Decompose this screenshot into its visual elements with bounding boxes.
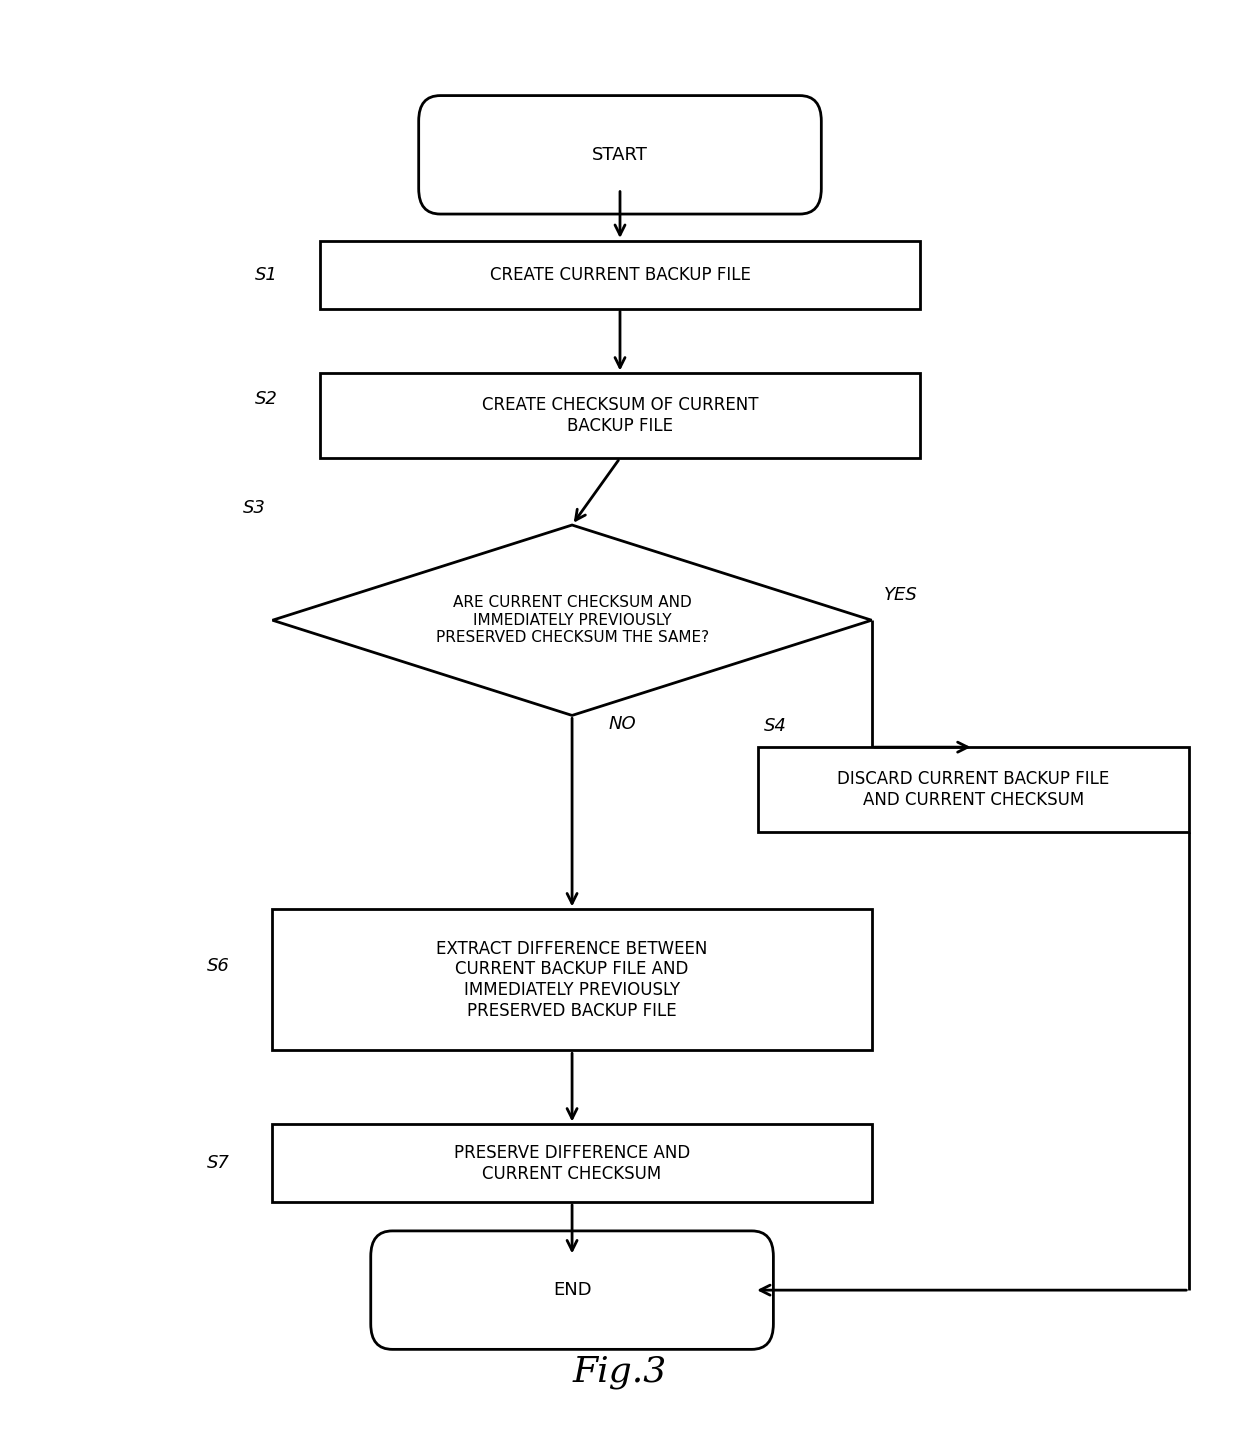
Bar	[320, 241, 920, 308]
Text: ARE CURRENT CHECKSUM AND
IMMEDIATELY PREVIOUSLY
PRESERVED CHECKSUM THE SAME?: ARE CURRENT CHECKSUM AND IMMEDIATELY PRE…	[435, 595, 708, 645]
Text: S6: S6	[207, 957, 229, 974]
Text: NO: NO	[608, 714, 636, 733]
Text: PRESERVE DIFFERENCE AND
CURRENT CHECKSUM: PRESERVE DIFFERENCE AND CURRENT CHECKSUM	[454, 1144, 691, 1182]
Bar	[758, 748, 1189, 832]
FancyBboxPatch shape	[419, 96, 821, 213]
Polygon shape	[273, 526, 872, 716]
Text: Fig.3: Fig.3	[573, 1355, 667, 1390]
Text: YES: YES	[884, 585, 918, 604]
Bar	[273, 909, 872, 1050]
Bar	[320, 373, 920, 457]
Bar	[273, 1124, 872, 1202]
Text: S3: S3	[243, 499, 265, 517]
Text: DISCARD CURRENT BACKUP FILE
AND CURRENT CHECKSUM: DISCARD CURRENT BACKUP FILE AND CURRENT …	[837, 770, 1110, 809]
Text: CREATE CURRENT BACKUP FILE: CREATE CURRENT BACKUP FILE	[490, 266, 750, 283]
Text: CREATE CHECKSUM OF CURRENT
BACKUP FILE: CREATE CHECKSUM OF CURRENT BACKUP FILE	[482, 396, 758, 436]
Text: S7: S7	[207, 1154, 229, 1172]
Text: S4: S4	[764, 717, 786, 735]
Text: S2: S2	[255, 389, 278, 408]
Text: START: START	[591, 145, 649, 164]
Text: S1: S1	[255, 266, 278, 283]
Text: EXTRACT DIFFERENCE BETWEEN
CURRENT BACKUP FILE AND
IMMEDIATELY PREVIOUSLY
PRESER: EXTRACT DIFFERENCE BETWEEN CURRENT BACKU…	[436, 939, 708, 1021]
FancyBboxPatch shape	[371, 1231, 774, 1349]
Text: END: END	[553, 1281, 591, 1300]
